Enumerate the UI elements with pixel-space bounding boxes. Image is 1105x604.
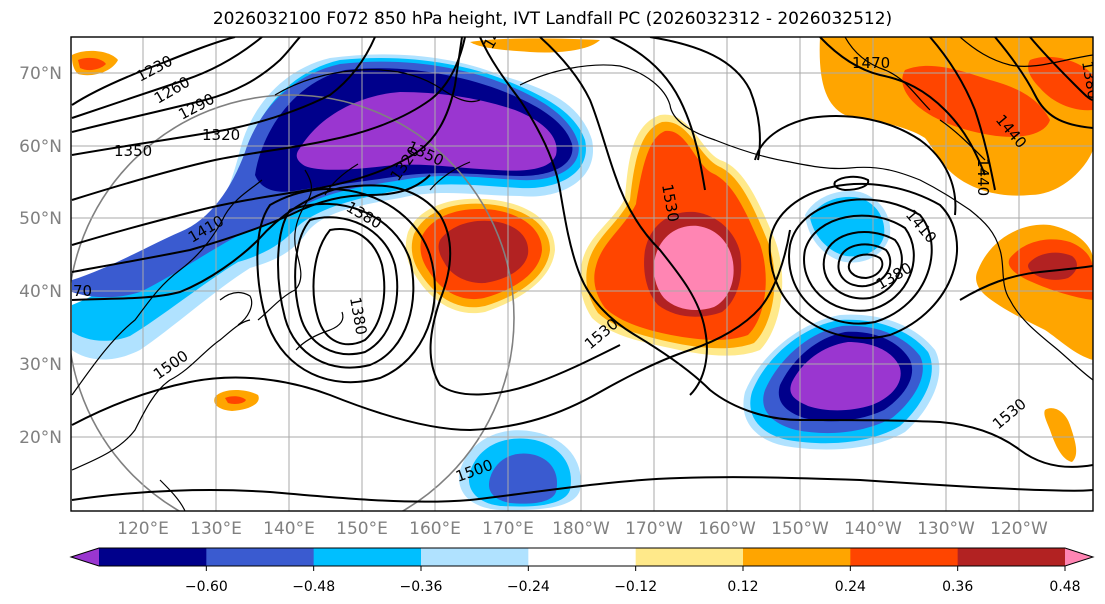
lon-label: 160°W (698, 519, 756, 539)
colorbar-bin (313, 548, 422, 566)
lat-label: 30°N (19, 355, 62, 375)
lon-label: 120°E (117, 519, 169, 539)
range-circle (71, 94, 515, 511)
colorbar-tick-label: −0.12 (614, 579, 657, 595)
colorbar-bin (528, 548, 637, 566)
colorbar-tick-label: −0.24 (507, 579, 550, 595)
lon-label: 130°E (190, 519, 242, 539)
lon-label: 160°E (409, 519, 461, 539)
positive-ivt-blob-western-us (976, 224, 1093, 360)
positive-ivt-blob-central-pacific (580, 114, 783, 356)
lat-label: 50°N (19, 209, 62, 229)
colorbar-tick-label: 0.48 (1049, 579, 1080, 595)
lat-label: 20°N (19, 428, 62, 448)
negative-ivt-blob-ne-pacific (743, 314, 940, 450)
colorbar-bin (743, 548, 851, 566)
colorbar-bin (635, 548, 744, 566)
colorbar: −0.60 −0.48 −0.36 −0.24 −0.12 0.12 0.24 0.36 0.4… (69, 547, 1095, 595)
lon-label: 150°E (336, 519, 388, 539)
contour-label: 1320 (202, 126, 240, 144)
lon-label: 140°E (263, 519, 315, 539)
colorbar-bin (850, 548, 959, 566)
contour-label: 1440 (974, 158, 992, 196)
colorbar-tick-label: 0.12 (727, 579, 758, 595)
lon-label: 150°W (771, 519, 829, 539)
colorbar-tick-label: −0.48 (292, 579, 335, 595)
positive-ivt-small-blobs (72, 38, 1077, 462)
colorbar-bin (206, 548, 315, 566)
colorbar-tick-label: −0.36 (400, 579, 443, 595)
colorbar-outline (69, 547, 1095, 567)
colorbar-bin (421, 548, 529, 566)
longitude-axis: 120°E 130°E 140°E 150°E 160°E 170°E 180°… (117, 519, 1048, 539)
contour-label: 1350 (114, 142, 152, 160)
lon-label: 120°W (990, 519, 1048, 539)
contour-label: 1470 (852, 54, 890, 72)
lat-label: 60°N (19, 137, 62, 157)
colorbar-tick-label: −0.60 (185, 579, 228, 595)
map-title: 2026032100 F072 850 hPa height, IVT Land… (212, 9, 893, 29)
graticule (71, 37, 1093, 511)
colorbar-bin (99, 548, 207, 566)
colorbar-bin (71, 548, 99, 566)
lon-label: 170°E (482, 519, 534, 539)
contour-label: 70 (73, 282, 92, 300)
colorbar-bins (69, 547, 1095, 567)
height-contours (71, 37, 1093, 503)
colorbar-bin (957, 548, 1066, 566)
latitude-axis: 70°N 60°N 50°N 40°N 30°N 20°N (19, 64, 62, 448)
colorbar-bin (1065, 548, 1093, 566)
lat-label: 40°N (19, 282, 62, 302)
lon-label: 140°W (844, 519, 902, 539)
lat-label: 70°N (19, 64, 62, 84)
lon-label: 130°W (917, 519, 975, 539)
lon-label: 180°W (552, 519, 610, 539)
map-plot-area: 1230 1260 1290 1320 1350 1350 1410 1380 … (71, 37, 1093, 511)
colorbar-tick-label: 0.36 (942, 579, 973, 595)
map-frame (70, 36, 1094, 512)
colorbar-tick-label: 0.24 (835, 579, 866, 595)
colorbar-ticks: −0.60 −0.48 −0.36 −0.24 −0.12 0.12 0.24 0.36 0.4… (185, 566, 1081, 595)
lon-label: 170°W (625, 519, 683, 539)
